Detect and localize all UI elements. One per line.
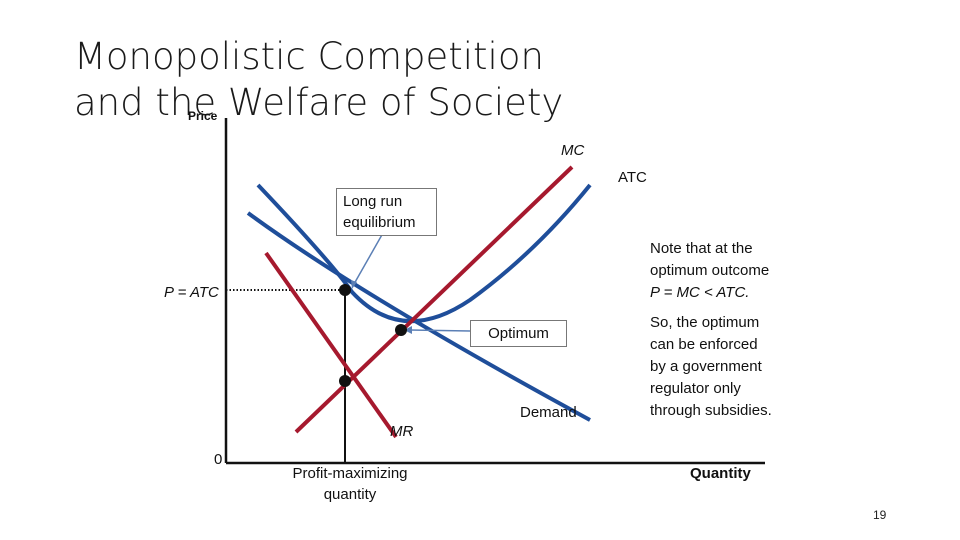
slide-title-line1: Monopolistic Competition [74, 35, 544, 78]
optimum-point [395, 324, 407, 336]
note1-line2: optimum outcome [650, 262, 770, 279]
long-run-arrow-line [353, 232, 384, 285]
optimum-callout: Optimum [470, 320, 567, 347]
demand-curve [246, 211, 591, 422]
price-level-label: P = ATC [164, 284, 219, 301]
slide-title-line2: and the Welfare of Society [74, 81, 564, 124]
note2-line4: regulator only [650, 380, 741, 397]
slide-title: Monopolistic Competition and the Welfare… [74, 34, 563, 126]
mr-curve [264, 251, 398, 439]
optimum-arrow-line [409, 329, 471, 332]
note2-line1: So, the optimum [650, 314, 760, 331]
quantity-label-line1: Profit-maximizing [292, 465, 408, 482]
profit-maximizing-quantity-label: Profit-maximizing quantity [270, 463, 430, 505]
mr-mc-intersection-point [339, 375, 351, 387]
long-run-callout-line2: equilibrium [343, 214, 416, 231]
long-run-equilibrium-callout: Long run equilibrium [336, 188, 437, 236]
note-subsidies: So, the optimum can be enforced by a gov… [650, 312, 810, 422]
atc-curve-label: ATC [618, 169, 647, 186]
y-axis-label: Price [188, 109, 218, 123]
note2-line5: through subsidies. [650, 402, 772, 419]
quantity-label-line2: quantity [323, 486, 377, 503]
note2-line3: by a government [650, 358, 762, 375]
mc-curve-label: MC [561, 142, 585, 159]
optimum-arrow-head [404, 326, 412, 334]
page-number: 19 [873, 508, 887, 522]
note-optimum-outcome: Note that at the optimum outcome P = MC … [650, 238, 810, 304]
demand-curve-label: Demand [520, 404, 577, 421]
long-run-equilibrium-point [339, 284, 351, 296]
x-axis-label: Quantity [690, 465, 751, 482]
long-run-callout-line1: Long run [343, 193, 403, 210]
origin-label: 0 [214, 451, 223, 468]
mc-curve [294, 165, 574, 434]
note1-line3: P = MC < ATC. [650, 284, 750, 301]
note2-line2: can be enforced [650, 336, 758, 353]
long-run-arrow-head [351, 280, 357, 289]
note1-line1: Note that at the [650, 240, 753, 257]
mr-curve-label: MR [390, 423, 414, 440]
